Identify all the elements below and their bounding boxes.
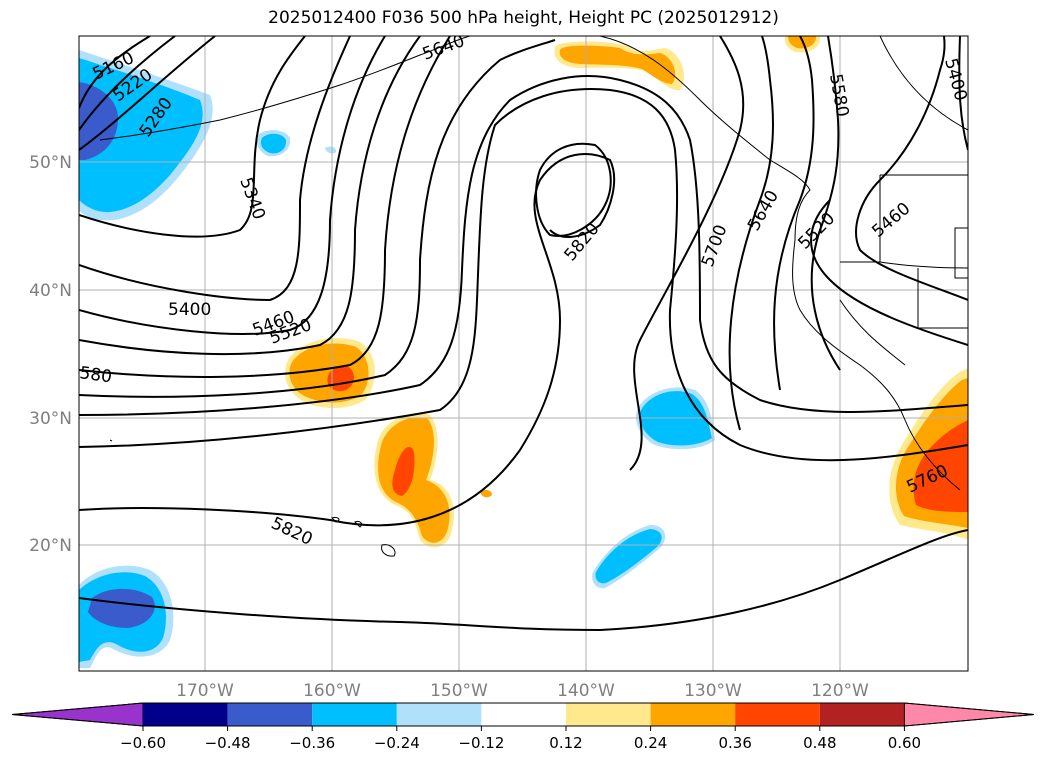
lat-tick-label: 50°N xyxy=(29,153,72,173)
colorbar-segment xyxy=(143,703,228,726)
colorbar-tick-label: −0.48 xyxy=(205,734,251,752)
colorbar-segment xyxy=(227,703,313,726)
map-panel: 5160 5220 5280 5340 5400 5460 5520 580 5… xyxy=(78,35,969,672)
map-title: 2025012400 F036 500 hPa height, Height P… xyxy=(268,8,779,28)
colorbar-segment xyxy=(312,703,397,726)
colorbar-segment xyxy=(735,703,820,726)
colorbar-segment xyxy=(396,703,482,726)
lat-tick-label: 40°N xyxy=(29,281,72,301)
colorbar-tick-label: 0.12 xyxy=(549,734,582,752)
colorbar: −0.60 −0.48 −0.36 −0.24 −0.12 0.12 0.24 0.36 0.4… xyxy=(11,702,1035,752)
colorbar-tick-label: −0.12 xyxy=(458,734,504,752)
colorbar-tick-label: −0.24 xyxy=(374,734,420,752)
anomaly-shading xyxy=(79,36,968,668)
axis-labels: 50°N 40°N 30°N 20°N 170°W 160°W 150°W 14… xyxy=(29,153,869,701)
colorbar-tick-label: 0.60 xyxy=(888,734,921,752)
lat-tick-label: 20°N xyxy=(29,536,72,556)
lon-tick-label: 160°W xyxy=(303,681,361,701)
colorbar-segment xyxy=(566,703,651,726)
lon-tick-label: 140°W xyxy=(557,681,615,701)
colorbar-segment xyxy=(819,703,905,726)
colorbar-extend-high xyxy=(903,702,1035,727)
colorbar-tick-label: −0.60 xyxy=(120,734,166,752)
colorbar-tick-label: 0.48 xyxy=(803,734,836,752)
colorbar-tick-label: 0.24 xyxy=(634,734,667,752)
lon-tick-label: 150°W xyxy=(430,681,488,701)
lon-tick-label: 120°W xyxy=(811,681,869,701)
colorbar-tick-label: 0.36 xyxy=(718,734,751,752)
contour-label: 5400 xyxy=(168,300,211,320)
colorbar-segment xyxy=(481,703,566,726)
lat-tick-label: 30°N xyxy=(29,409,72,429)
colorbar-tick-label: −0.36 xyxy=(289,734,335,752)
contour-label: 580 xyxy=(78,363,113,387)
colorbar-segment xyxy=(650,703,736,726)
colorbar-extend-low xyxy=(11,702,144,727)
lon-tick-label: 170°W xyxy=(176,681,234,701)
lon-tick-label: 130°W xyxy=(684,681,742,701)
map-frame xyxy=(78,35,969,672)
height-contours xyxy=(79,36,968,632)
